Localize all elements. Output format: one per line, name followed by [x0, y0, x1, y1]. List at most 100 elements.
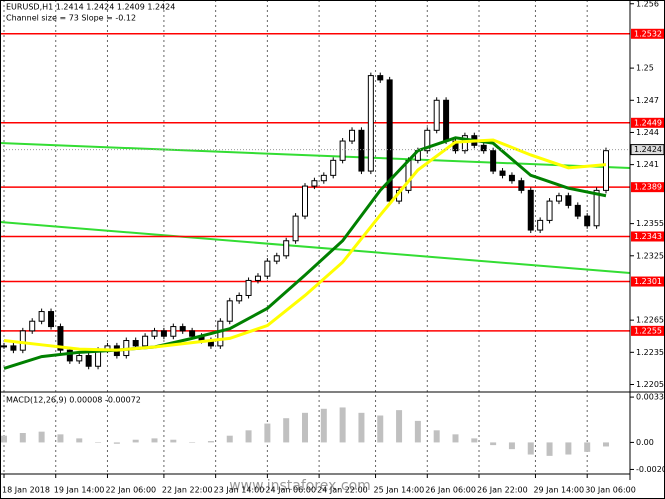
x-tick-label: 22 Jan 22:00 — [162, 486, 213, 495]
candle — [273, 255, 280, 262]
y-tick-label: 1.256 — [636, 0, 659, 8]
y-tick-label: 1.25 — [636, 64, 654, 73]
x-tick-label: 22 Jan 06:00 — [105, 486, 156, 495]
candle — [518, 180, 525, 191]
symbol-line: EURUSD,H1 1.2414 1.2424 1.2409 1.2424 — [6, 3, 175, 12]
candle — [405, 159, 412, 191]
macd-bar — [132, 439, 139, 443]
candle — [311, 180, 318, 187]
candle — [499, 170, 506, 176]
x-tick-label: 23 Jan 14:00 — [214, 486, 265, 495]
candle — [85, 355, 92, 367]
candle — [584, 215, 591, 227]
macd-title: MACD(12,26,9) 0.00008 -0.00072 — [6, 396, 141, 405]
level-label-box — [631, 231, 664, 242]
macd-bar — [19, 433, 26, 443]
macd-bar — [471, 438, 478, 443]
y-tick-label: 1.247 — [636, 96, 659, 105]
macd-bar — [396, 410, 403, 443]
macd-bar — [57, 434, 64, 443]
macd-bar — [377, 415, 384, 443]
candle — [480, 144, 487, 152]
channel-upper — [0, 142, 631, 169]
candle — [264, 260, 271, 277]
y-tick-label: 1.2205 — [636, 380, 664, 389]
macd-bar — [1, 435, 7, 443]
candle — [424, 129, 431, 152]
candle — [170, 326, 177, 337]
macd-bar — [527, 442, 534, 455]
candle — [555, 195, 562, 202]
macd-bar — [358, 412, 365, 443]
macd-bar — [320, 408, 327, 443]
level-label-box — [631, 28, 664, 39]
macd-bar — [113, 442, 120, 444]
level-label-box — [631, 325, 664, 336]
macd-bar — [433, 430, 440, 443]
y-tick-label: 1.2355 — [636, 219, 664, 228]
candle — [57, 326, 64, 351]
x-tick-label: 24 Jan 06:00 — [265, 486, 316, 495]
candle — [574, 204, 581, 217]
candle — [142, 335, 149, 347]
macd-bar — [226, 435, 233, 443]
candle — [302, 185, 308, 217]
macd-bar — [151, 438, 158, 443]
y-tick-label: 1.244 — [636, 128, 659, 137]
channel-info: Channel size = 73 Slope = -0.12 — [6, 14, 136, 23]
candle — [217, 320, 224, 347]
candle — [283, 240, 290, 257]
macd-bar — [189, 442, 196, 443]
candle — [236, 294, 243, 302]
candle — [339, 140, 346, 161]
candle — [132, 340, 139, 347]
candle — [490, 150, 497, 172]
level-label: 1.2343 — [634, 232, 662, 241]
macd-bar — [490, 442, 497, 446]
y-tick-label: 1.2265 — [636, 316, 664, 325]
macd-bar — [76, 438, 83, 443]
level-label: 1.2255 — [634, 326, 662, 335]
candle — [546, 200, 553, 221]
macd-bar — [603, 442, 609, 447]
candle — [29, 320, 36, 332]
candle — [433, 99, 440, 131]
channel-lower — [0, 221, 631, 274]
y-tick-label: 1.2235 — [636, 348, 664, 357]
candle — [76, 355, 83, 362]
candle — [10, 345, 17, 351]
x-tick-label: 25 Jan 14:00 — [374, 486, 425, 495]
moving-average — [3, 138, 607, 352]
candle — [443, 99, 450, 142]
candle — [1, 345, 7, 348]
y-tick-label: 1.2325 — [636, 251, 664, 260]
macd-bar — [207, 441, 214, 443]
macd-bar — [452, 434, 459, 443]
macd-bar — [339, 407, 346, 443]
watermark: www.instaforex.com — [229, 478, 371, 494]
candle — [358, 129, 365, 172]
candle — [593, 189, 600, 227]
candle — [160, 330, 167, 337]
macd-bar — [584, 442, 591, 452]
level-label: 1.2449 — [634, 118, 662, 127]
level-label: 1.2389 — [634, 183, 662, 192]
candle — [386, 79, 393, 202]
level-label: 1.2301 — [634, 277, 662, 286]
candle — [226, 300, 233, 322]
macd-bar — [546, 442, 553, 456]
candle — [367, 75, 374, 172]
macd-bar — [283, 418, 290, 443]
candle — [330, 159, 337, 176]
y-tick-label: 1.241 — [636, 160, 659, 169]
y-tick-label: 0.00 — [636, 438, 654, 447]
last-price-box — [630, 144, 665, 156]
macd-bar — [38, 431, 45, 443]
candle — [151, 330, 158, 337]
macd-bar — [170, 439, 177, 443]
candle — [19, 330, 26, 351]
x-tick-label: 18 Jan 2018 — [2, 486, 50, 495]
macd-bar — [508, 442, 515, 450]
candle — [179, 326, 186, 332]
